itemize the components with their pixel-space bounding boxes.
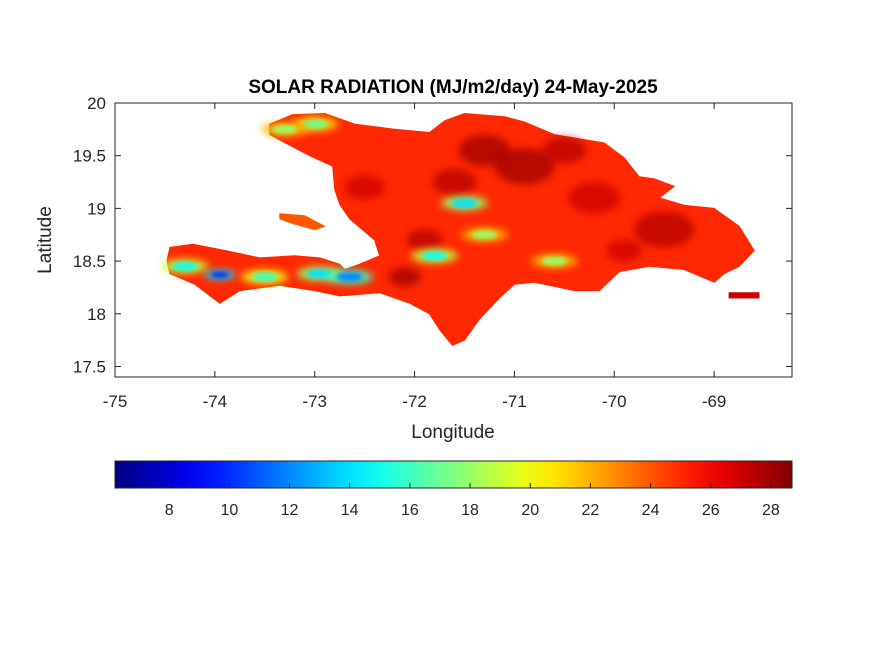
region-hispaniola [166,113,755,346]
texture-high-4 [634,211,695,248]
x-axis-label: Longitude [411,422,494,443]
colorbar-tick-label: 24 [642,502,660,519]
colorbar-tick-label: 18 [461,502,479,519]
colorbar-tick-label: 10 [220,502,238,519]
colorbar [114,460,793,489]
texture-high-9 [606,239,643,262]
anomaly-southeast-inland [541,256,568,266]
x-tick-label: -74 [203,392,228,411]
texture-high-3 [568,182,621,214]
anomaly-sierra-de-bahoruco [421,251,448,261]
anomaly-tiburon-peninsula-west [171,261,198,271]
x-tick-label: -73 [302,392,327,411]
y-tick-label: 18 [87,305,106,324]
anomaly-cordillera-central [451,198,478,208]
anomaly-southern-peninsula-low [251,272,278,282]
colorbar-tick-label: 8 [165,502,174,519]
y-axis: 17.5 18 18.5 19 19.5 20 [73,94,792,376]
x-tick-label: -69 [702,392,727,411]
colorbar-tick-label: 26 [702,502,720,519]
y-tick-label: 20 [87,94,106,113]
plot-frame [114,102,793,378]
anomaly-northwest-peninsula [271,124,298,134]
region-ile-de-la-gonave [279,213,326,230]
colorbar-tick-label: 20 [521,502,539,519]
texture-high-1 [494,148,555,185]
colorbar-tick-label: 16 [401,502,419,519]
colorbar-tick-label: 28 [762,502,780,519]
y-tick-label: 19 [87,199,106,218]
texture-high-2 [432,168,477,196]
colorbar-tick-label: 14 [341,502,359,519]
texture-high-0 [458,134,511,167]
colorbar-tick-label: 22 [582,502,600,519]
anomaly-north-haiti-coast [301,119,328,129]
colorbar-ticks: 8 10 12 14 16 18 20 22 24 26 28 [165,483,780,519]
anomaly-tiburon-peninsula-low [210,271,229,278]
chart-title: SOLAR RADIATION (MJ/m2/day) 24-May-2025 [248,77,658,98]
texture-high-6 [388,267,421,287]
texture-high-7 [542,137,587,164]
y-tick-label: 18.5 [73,252,106,271]
anomaly-southern-range-east [336,272,363,282]
y-tick-label: 17.5 [73,357,106,376]
x-axis: -75 -74 -73 -72 -71 -70 -69 [103,103,727,411]
texture-high-8 [344,175,385,200]
y-axis-label: Latitude [35,206,56,274]
x-tick-label: -70 [602,392,627,411]
x-tick-label: -71 [502,392,527,411]
y-tick-label: 19.5 [73,147,106,166]
colorbar-tick-label: 12 [281,502,299,519]
anomaly-central-highlands [471,230,498,240]
region-isla-saona [728,292,760,299]
anomaly-massif-de-la-selle [306,269,333,279]
x-tick-label: -75 [103,392,128,411]
map-regions [161,113,760,346]
texture-high-5 [406,229,443,251]
x-tick-label: -72 [402,392,427,411]
